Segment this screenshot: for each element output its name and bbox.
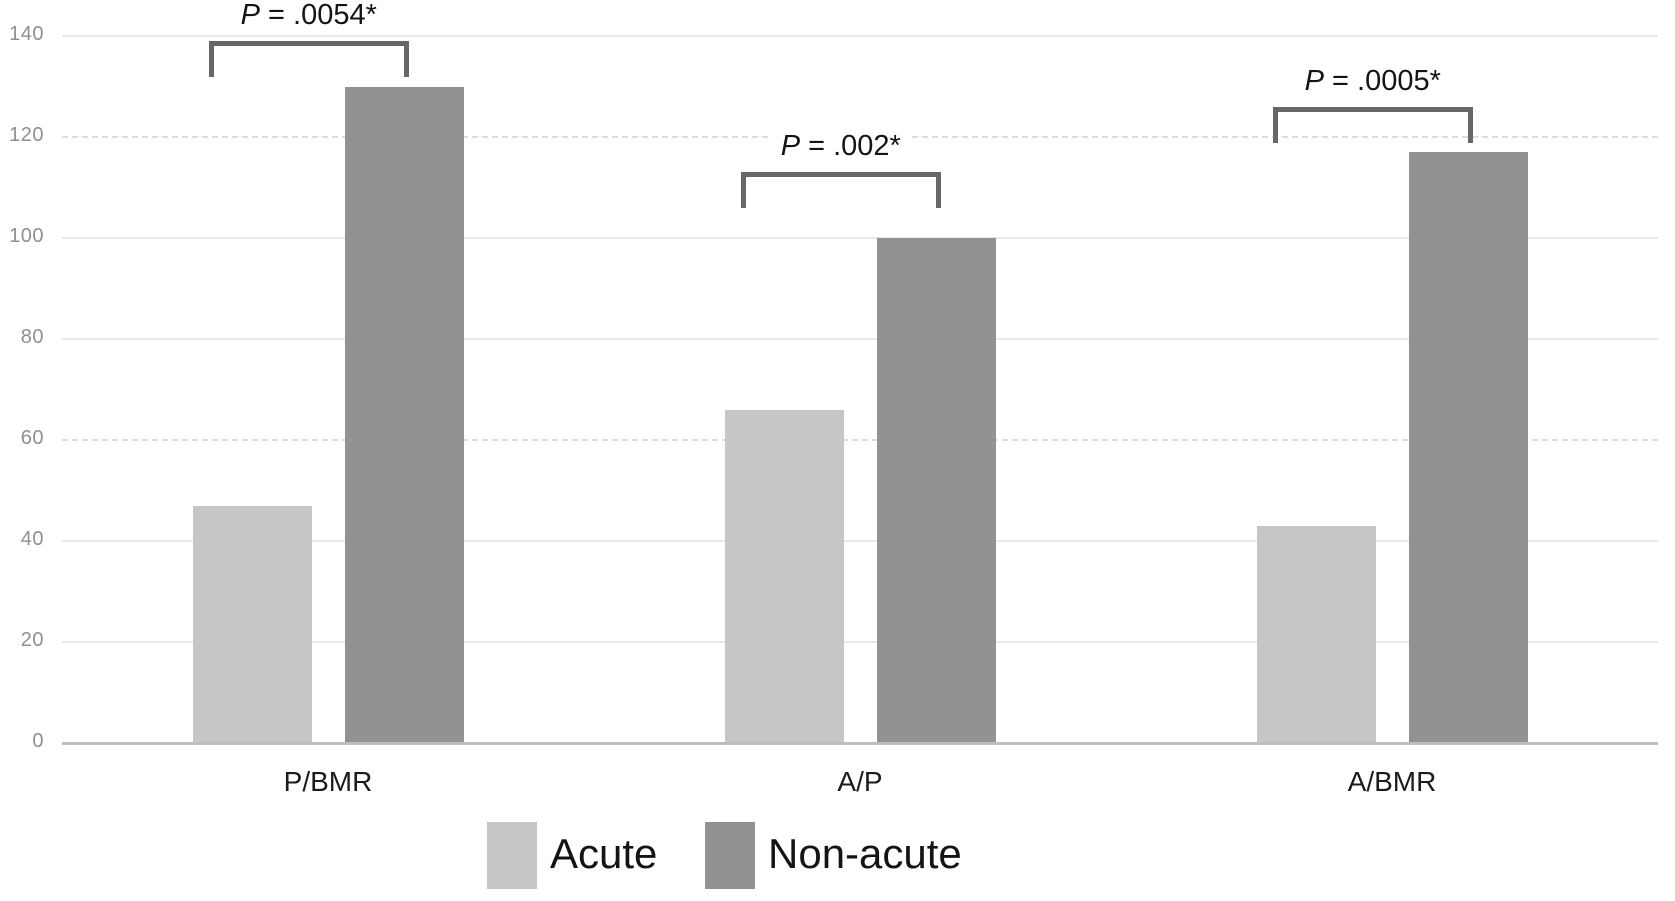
y-axis-tick-label: 140 — [9, 23, 44, 45]
y-axis-tick-label: 0 — [32, 730, 44, 752]
p-value-label-a-bmr: P = .0005* — [1294, 64, 1451, 98]
p-value-label-a-p: P = .002* — [770, 130, 911, 164]
bar-non-acute-a-p — [876, 238, 996, 743]
significance-bracket-a-p — [740, 172, 941, 209]
gridline-20 — [62, 641, 1658, 643]
y-axis-tick-label: 120 — [9, 124, 44, 146]
y-axis-tick-label: 100 — [9, 225, 44, 247]
x-axis-line — [62, 742, 1658, 745]
x-axis-category-label-a-p: A/P — [837, 766, 883, 797]
bar-acute-a-bmr — [1256, 525, 1376, 743]
x-axis-category-label-p-bmr: P/BMR — [283, 766, 373, 797]
legend-swatch-acute — [487, 822, 537, 889]
y-axis-tick-label: 40 — [20, 528, 44, 550]
gridline-80 — [62, 338, 1658, 340]
legend-label-non-acute: Non-acute — [768, 830, 962, 877]
bar-acute-p-bmr — [192, 505, 312, 743]
y-axis-tick-label: 60 — [20, 427, 44, 449]
significance-bracket-p-bmr — [208, 41, 409, 78]
bar-non-acute-p-bmr — [344, 86, 464, 743]
legend-label-acute: Acute — [550, 830, 658, 877]
gridline-40 — [62, 540, 1658, 542]
p-value-label-p-bmr: P = .0054* — [230, 0, 387, 33]
bar-non-acute-a-bmr — [1408, 152, 1528, 743]
gridline-60 — [62, 439, 1658, 441]
significance-bracket-a-bmr — [1272, 106, 1473, 143]
gridline-140 — [62, 35, 1658, 37]
y-axis-tick-label: 80 — [20, 326, 44, 348]
gridline-100 — [62, 237, 1658, 239]
x-axis-category-label-a-bmr: A/BMR — [1347, 766, 1437, 797]
legend-swatch-non-acute — [705, 822, 755, 889]
bar-acute-a-p — [724, 409, 844, 743]
y-axis-tick-label: 20 — [20, 629, 44, 651]
